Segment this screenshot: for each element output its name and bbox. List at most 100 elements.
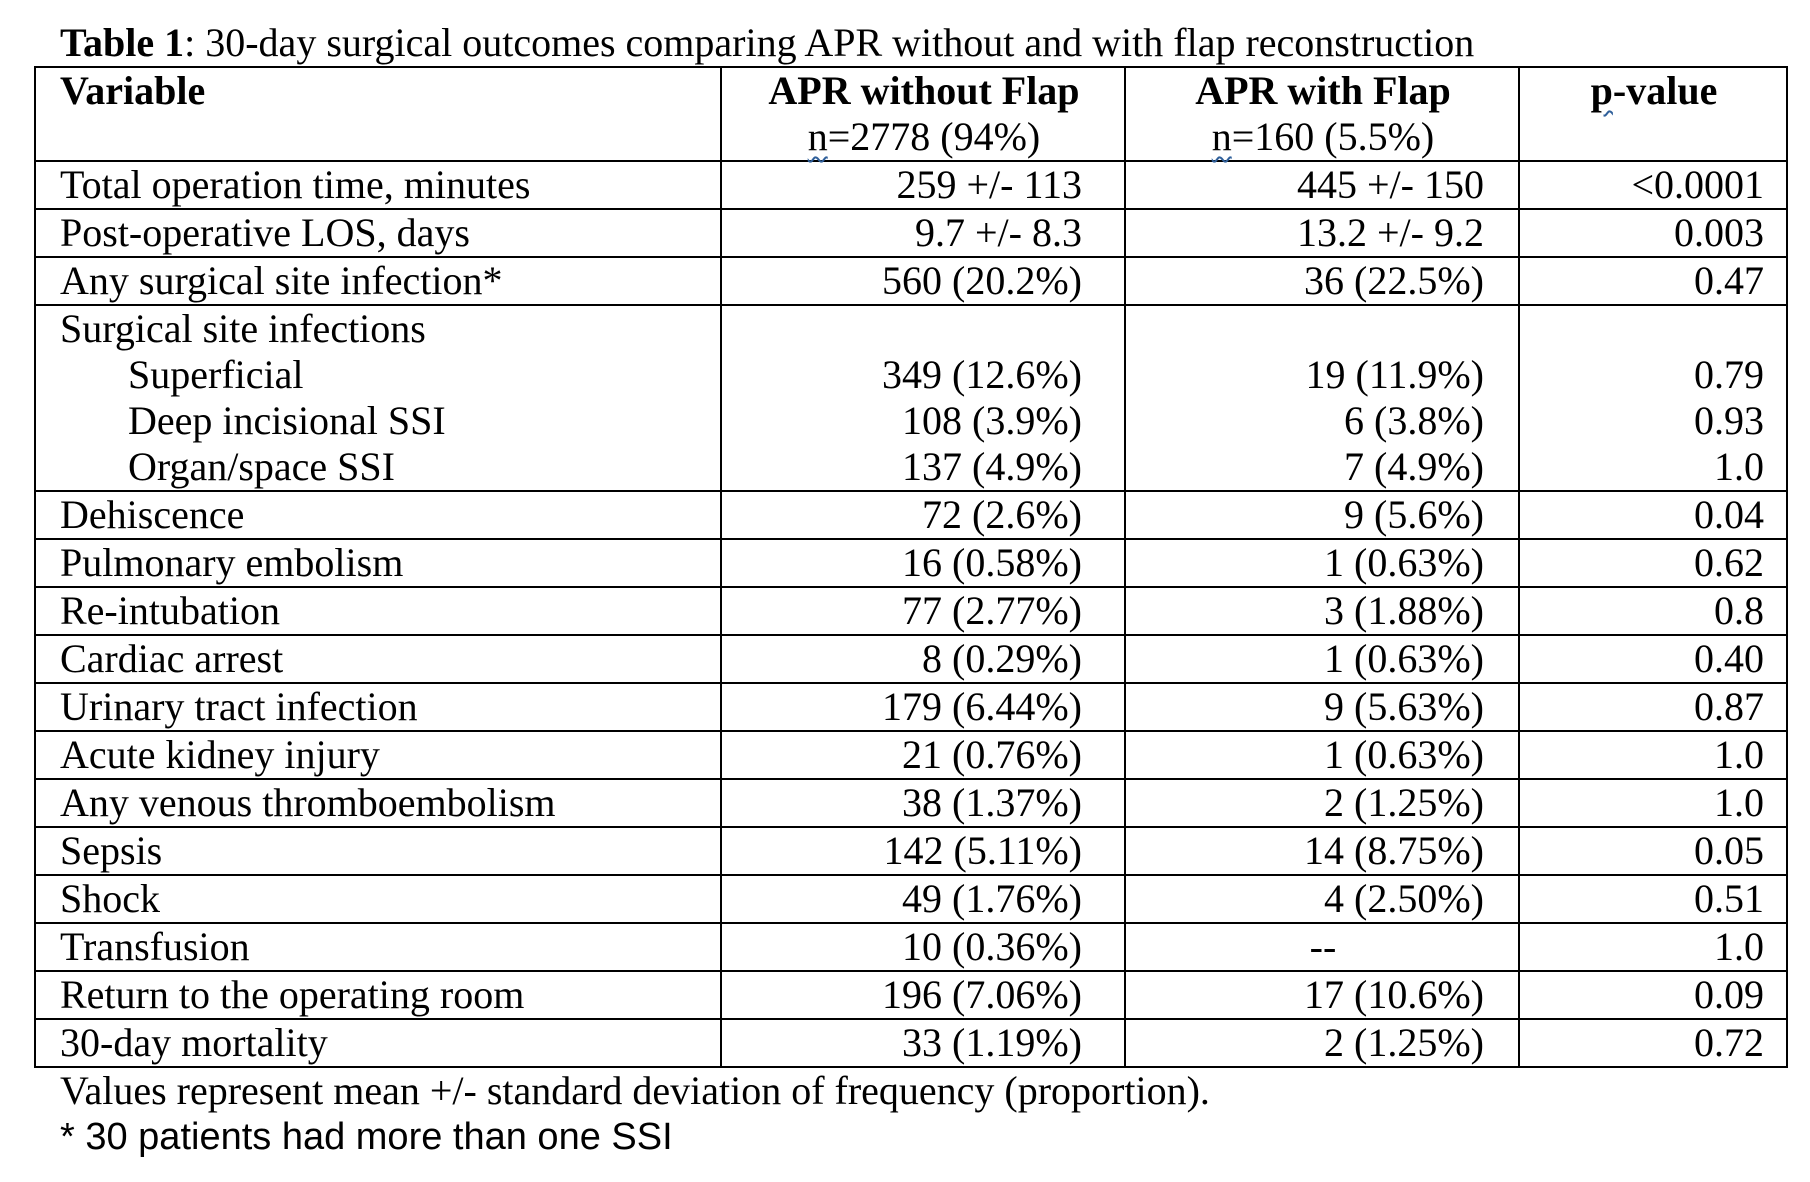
p-value-cell: 1.0 — [1518, 922, 1788, 972]
table-row: Any venous thromboembolism 38 (1.37%) 2 (1… — [34, 778, 1788, 828]
p-value-cell: 1.0 — [1518, 778, 1788, 828]
apr-with-flap-cell: 9 (5.63%) — [1124, 682, 1520, 732]
apr-without-flap-cell: 179 (6.44%) — [720, 682, 1126, 732]
variable-cell: Acute kidney injury — [34, 730, 722, 780]
apr-without-flap-cell: 142 (5.11%) — [720, 826, 1126, 876]
apr-with-flap-cell: 1 (0.63%) — [1124, 634, 1520, 684]
header-apr-without-flap: APR without Flap n=2778 (94%) — [720, 66, 1126, 162]
ssi-subitem-without: 349 (12.6%) — [882, 352, 1082, 397]
ssi-group-row: Surgical site infections Superficial Deep … — [34, 304, 1788, 492]
variable-cell: Dehiscence — [34, 490, 722, 540]
footnote-ssi: * 30 patients had more than one SSI — [60, 1116, 673, 1158]
variable-cell: Post-operative LOS, days — [34, 208, 722, 258]
variable-cell: Cardiac arrest — [34, 634, 722, 684]
apr-without-flap-cell: 196 (7.06%) — [720, 970, 1126, 1020]
outcomes-table: Variable APR without Flap n=2778 (94%) A… — [34, 66, 1788, 1068]
header-apr-without-flap-n: n=2778 (94%) — [746, 114, 1102, 160]
apr-with-flap-cell: 13.2 +/- 9.2 — [1124, 208, 1520, 258]
ssi-subitem-variable: Deep incisional SSI — [128, 398, 446, 443]
document: Table 1: 30-day surgical outcomes compar… — [34, 20, 1788, 1160]
apr-with-flap-cell: 14 (8.75%) — [1124, 826, 1520, 876]
table-row: Sepsis 142 (5.11%) 14 (8.75%) 0.05 — [34, 826, 1788, 876]
ssi-subitem-with: 19 (11.9%) — [1305, 352, 1484, 397]
n-prefix: n — [807, 114, 828, 159]
apr-with-flap-cell: 1 (0.63%) — [1124, 730, 1520, 780]
apr-without-flap-cell: 259 +/- 113 — [720, 160, 1126, 210]
apr-with-flap-cell: 2 (1.25%) — [1124, 1018, 1520, 1068]
apr-with-flap-cell: 4 (2.50%) — [1124, 874, 1520, 924]
footnote-values: Values represent mean +/- standard devia… — [60, 1068, 1210, 1113]
variable-cell: Pulmonary embolism — [34, 538, 722, 588]
p-value-cell: <0.0001 — [1518, 160, 1788, 210]
apr-without-flap-cell: 77 (2.77%) — [720, 586, 1126, 636]
table-caption: Table 1: 30-day surgical outcomes compar… — [60, 20, 1786, 66]
p-value-cell: 0.003 — [1518, 208, 1788, 258]
table-row: Dehiscence 72 (2.6%) 9 (5.6%) 0.04 — [34, 490, 1788, 540]
ssi-subitem-variable: Superficial — [128, 352, 304, 397]
variable-cell: Any surgical site infection* — [34, 256, 722, 306]
table-row: 30-day mortality 33 (1.19%) 2 (1.25%) 0.72 — [34, 1018, 1788, 1068]
ssi-subitem-with: 6 (3.8%) — [1344, 398, 1484, 443]
p-value-cell: 1.0 — [1518, 730, 1788, 780]
apr-without-flap-cell: 8 (0.29%) — [720, 634, 1126, 684]
apr-with-flap-cell: -- — [1124, 922, 1520, 972]
header-row: Variable APR without Flap n=2778 (94%) A… — [34, 66, 1788, 162]
p-value-cell: 0.47 — [1518, 256, 1788, 306]
apr-without-flap-cell: 21 (0.76%) — [720, 730, 1126, 780]
ssi-variable-cell: Surgical site infections Superficial Deep … — [34, 304, 722, 492]
caption-label: Table 1 — [60, 20, 185, 65]
ssi-subitem-p: 0.79 — [1694, 352, 1764, 397]
n-value: =2778 (94%) — [827, 114, 1041, 159]
ssi-group-title: Surgical site infections — [60, 306, 426, 351]
ssi-subitem-without: 137 (4.9%) — [902, 444, 1082, 489]
table-row: Post-operative LOS, days 9.7 +/- 8.3 13.2 … — [34, 208, 1788, 258]
apr-with-flap-cell: 9 (5.6%) — [1124, 490, 1520, 540]
apr-with-flap-cell: 445 +/- 150 — [1124, 160, 1520, 210]
table-row: Return to the operating room 196 (7.06%) 1… — [34, 970, 1788, 1020]
apr-with-flap-cell: 36 (22.5%) — [1124, 256, 1520, 306]
p-value-cell: 0.40 — [1518, 634, 1788, 684]
apr-without-flap-cell: 38 (1.37%) — [720, 778, 1126, 828]
ssi-group-title-blank — [1544, 306, 1764, 352]
table-row: Urinary tract infection 179 (6.44%) 9 (5.6… — [34, 682, 1788, 732]
variable-cell: Any venous thromboembolism — [34, 778, 722, 828]
ssi-p-value-cell: 0.79 0.93 1.0 — [1518, 304, 1788, 492]
apr-without-flap-cell: 9.7 +/- 8.3 — [720, 208, 1126, 258]
n-prefix: n — [1211, 114, 1232, 159]
table-row: Cardiac arrest 8 (0.29%) 1 (0.63%) 0.40 — [34, 634, 1788, 684]
apr-with-flap-cell: 2 (1.25%) — [1124, 778, 1520, 828]
ssi-subitem-with: 7 (4.9%) — [1344, 444, 1484, 489]
apr-without-flap-cell: 72 (2.6%) — [720, 490, 1126, 540]
header-variable-label: Variable — [60, 68, 206, 113]
p-value-cell: 0.51 — [1518, 874, 1788, 924]
header-apr-with-flap-n: n=160 (5.5%) — [1150, 114, 1496, 160]
table-row: Shock 49 (1.76%) 4 (2.50%) 0.51 — [34, 874, 1788, 924]
p-value-cell: 0.8 — [1518, 586, 1788, 636]
header-apr-with-flap-label: APR with Flap — [1195, 68, 1451, 113]
header-p-value-label: p-value — [1544, 68, 1764, 114]
ssi-subitem-without: 108 (3.9%) — [902, 398, 1082, 443]
table-row: Pulmonary embolism 16 (0.58%) 1 (0.63%) 0.6… — [34, 538, 1788, 588]
variable-cell: Urinary tract infection — [34, 682, 722, 732]
ssi-apr-with-flap-cell: 19 (11.9%) 6 (3.8%) 7 (4.9%) — [1124, 304, 1520, 492]
table-body: Total operation time, minutes 259 +/- 113… — [34, 160, 1788, 1068]
apr-with-flap-cell: 1 (0.63%) — [1124, 538, 1520, 588]
ssi-group-title-blank — [1150, 306, 1484, 352]
variable-cell: Return to the operating room — [34, 970, 722, 1020]
ssi-apr-without-flap-cell: 349 (12.6%) 108 (3.9%) 137 (4.9%) — [720, 304, 1126, 492]
apr-without-flap-cell: 10 (0.36%) — [720, 922, 1126, 972]
apr-without-flap-cell: 49 (1.76%) — [720, 874, 1126, 924]
p-prefix: p — [1590, 68, 1613, 113]
table-row: Any surgical site infection* 560 (20.2%) 3… — [34, 256, 1788, 306]
apr-without-flap-cell: 33 (1.19%) — [720, 1018, 1126, 1068]
header-variable: Variable — [34, 66, 722, 162]
p-value-cell: 0.62 — [1518, 538, 1788, 588]
variable-cell: 30-day mortality — [34, 1018, 722, 1068]
apr-without-flap-cell: 16 (0.58%) — [720, 538, 1126, 588]
ssi-subitem-p: 1.0 — [1714, 444, 1764, 489]
table-row: Acute kidney injury 21 (0.76%) 1 (0.63%) 1.… — [34, 730, 1788, 780]
p-rest: -value — [1612, 68, 1718, 113]
apr-with-flap-cell: 17 (10.6%) — [1124, 970, 1520, 1020]
apr-without-flap-cell: 560 (20.2%) — [720, 256, 1126, 306]
variable-cell: Transfusion — [34, 922, 722, 972]
